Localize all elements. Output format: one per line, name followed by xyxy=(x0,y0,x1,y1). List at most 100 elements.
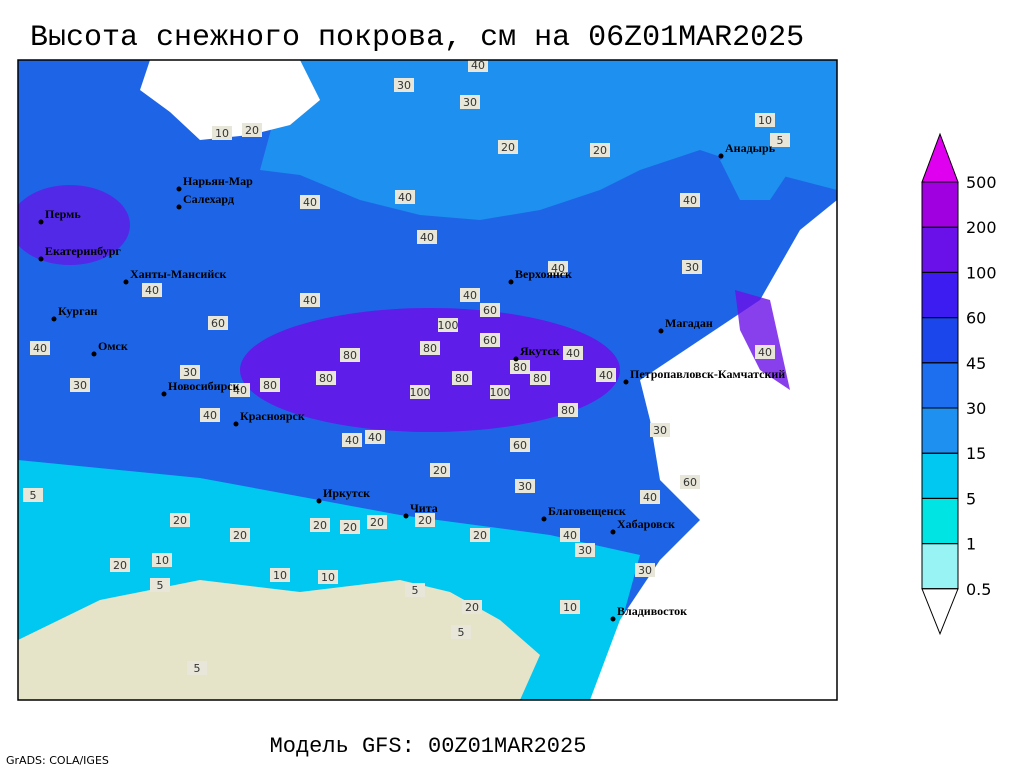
colorbar-box xyxy=(921,497,959,545)
contour-label: 100 xyxy=(410,386,431,399)
contour-label: 20 xyxy=(343,521,357,534)
colorbar-box xyxy=(921,317,959,364)
city-label: Новосибирск xyxy=(168,379,240,393)
city-dot xyxy=(38,256,44,262)
city-dot xyxy=(176,204,182,210)
contour-label: 40 xyxy=(233,384,247,397)
contour-label: 20 xyxy=(593,144,607,157)
contour-label-box xyxy=(770,133,790,147)
contour-label-box xyxy=(682,260,702,274)
city-label: Пермь xyxy=(45,207,81,221)
city-dot xyxy=(403,513,409,519)
colorbar-label: 60 xyxy=(966,309,986,328)
contour-label: 80 xyxy=(423,342,437,355)
contour-label-box xyxy=(755,345,775,359)
contour-label: 10 xyxy=(155,554,169,567)
colorbar-label: 200 xyxy=(966,218,997,237)
contour-label-box xyxy=(480,303,500,317)
contour-label: 40 xyxy=(345,434,359,447)
contour-label: 20 xyxy=(245,124,259,137)
contour-label: 80 xyxy=(513,361,527,374)
contour-label-box xyxy=(563,346,583,360)
contour-label: 30 xyxy=(653,424,667,437)
contour-label-box xyxy=(395,190,415,204)
contour-label-box xyxy=(230,528,250,542)
contour-label-box xyxy=(680,475,700,489)
colorbar-label: 45 xyxy=(966,354,986,373)
contour-label: 80 xyxy=(263,379,277,392)
contour-label-box xyxy=(170,513,190,527)
contour-label-box xyxy=(310,518,330,532)
contour-label: 30 xyxy=(685,261,699,274)
contour-label: 40 xyxy=(203,409,217,422)
contour-label: 40 xyxy=(303,196,317,209)
arctic-sea xyxy=(260,60,837,220)
contour-label: 20 xyxy=(313,519,327,532)
contour-label-box xyxy=(150,578,170,592)
contour-label: 60 xyxy=(683,476,697,489)
contour-label: 5 xyxy=(194,662,201,675)
contour-label-box xyxy=(180,365,200,379)
contour-label-box xyxy=(417,230,437,244)
contour-label: 5 xyxy=(412,584,419,597)
contour-label-box xyxy=(187,661,207,675)
colorbar-box xyxy=(921,271,959,319)
contour-label: 20 xyxy=(233,529,247,542)
contour-label-box xyxy=(560,528,580,542)
contour-label-box xyxy=(340,520,360,534)
colorbar-box xyxy=(921,181,959,228)
title: Высота снежного покрова, см на 06Z01MAR2… xyxy=(30,21,804,55)
contour-label: 5 xyxy=(30,489,37,502)
city-dot xyxy=(38,219,44,225)
contour-label: 40 xyxy=(463,289,477,302)
contour-label-box xyxy=(208,316,228,330)
contour-label-box xyxy=(560,600,580,614)
colorbar-cap xyxy=(921,588,959,636)
contour-label: 40 xyxy=(563,529,577,542)
contour-label: 30 xyxy=(578,544,592,557)
contour-label: 80 xyxy=(455,372,469,385)
city-dot xyxy=(541,516,547,522)
contour-label: 30 xyxy=(73,379,87,392)
contour-label: 20 xyxy=(433,464,447,477)
city-label: Хабаровск xyxy=(617,517,675,531)
city-dot xyxy=(513,356,519,362)
contour-label: 10 xyxy=(321,571,335,584)
colorbar-label: 30 xyxy=(966,399,986,418)
contour-label-box xyxy=(405,583,425,597)
barents-sea xyxy=(140,60,320,140)
contour-label-box xyxy=(300,293,320,307)
colorbar-box xyxy=(921,362,959,409)
colorbar-label: 1 xyxy=(966,535,976,554)
city-label: Салехард xyxy=(183,192,234,206)
contour-label-box xyxy=(498,140,518,154)
contour-label: 5 xyxy=(777,134,784,147)
subtitle: Модель GFS: 00Z01MAR2025 xyxy=(270,734,587,759)
contour-label: 20 xyxy=(173,514,187,527)
contour-label: 30 xyxy=(397,79,411,92)
colorbar-label: 100 xyxy=(966,263,997,282)
contour-label: 60 xyxy=(513,439,527,452)
contour-label-box xyxy=(365,430,385,444)
contour-label: 100 xyxy=(490,386,511,399)
city-label: Петропавловск-Камчатский xyxy=(630,367,785,381)
contour-label-box xyxy=(410,385,430,399)
contour-label-box xyxy=(755,113,775,127)
contour-label: 40 xyxy=(566,347,580,360)
city-label: Владивосток xyxy=(617,604,687,618)
contour-label: 40 xyxy=(683,194,697,207)
contour-label-box xyxy=(530,371,550,385)
city-label: Нарьян-Мар xyxy=(183,174,253,188)
contour-label-box xyxy=(152,553,172,567)
contour-label: 10 xyxy=(215,127,229,140)
kamchatka xyxy=(735,290,790,390)
contour-label: 30 xyxy=(638,564,652,577)
contour-label-box xyxy=(590,143,610,157)
city-dot xyxy=(508,279,514,285)
colorbar-box xyxy=(921,543,959,590)
contour-label-box xyxy=(635,563,655,577)
contour-label-box xyxy=(462,600,482,614)
city-label: Екатеринбург xyxy=(45,244,121,258)
